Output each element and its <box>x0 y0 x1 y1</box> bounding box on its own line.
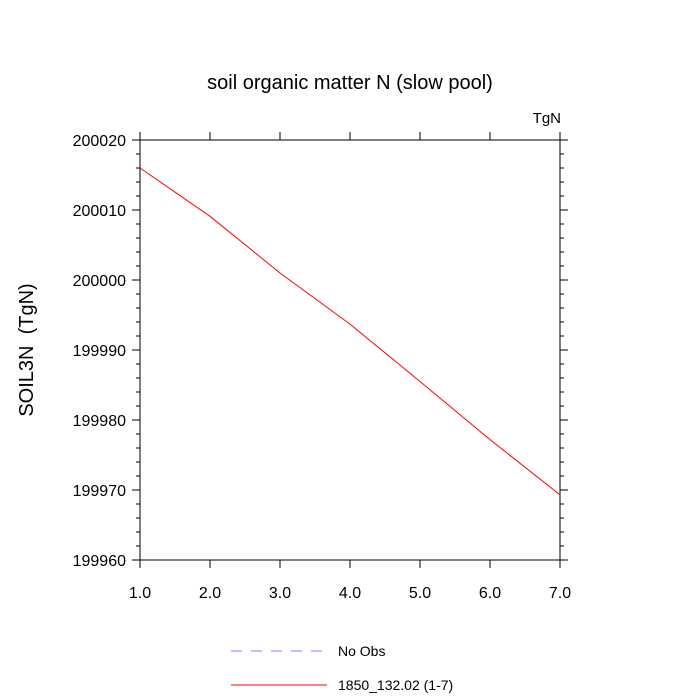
y-tick-label: 200010 <box>73 203 126 220</box>
units-label: TgN <box>533 110 561 127</box>
y-tick-label: 200020 <box>73 133 126 150</box>
legend: No Obs 1850_132.02 (1-7) <box>231 643 453 693</box>
tick-labels: 1.0 2.0 3.0 4.0 5.0 6.0 7.0 199960 199970 199980 1… <box>73 133 572 602</box>
data-series <box>139 167 561 496</box>
x-tick-label: 5.0 <box>409 585 431 602</box>
y-tick-label: 199990 <box>73 343 126 360</box>
y-axis-label: SOIL3N (TgN) <box>16 283 38 416</box>
y-tick-label: 199960 <box>73 553 126 570</box>
plot-frame <box>139 139 561 561</box>
x-tick-label: 6.0 <box>479 585 501 602</box>
x-tick-label: 4.0 <box>339 585 361 602</box>
y-tick-label: 200000 <box>73 273 126 290</box>
series-line <box>139 167 561 496</box>
y-tick-label: 199980 <box>73 413 126 430</box>
x-tick-label: 3.0 <box>269 585 291 602</box>
x-tick-label: 7.0 <box>549 585 571 602</box>
chart-title: soil organic matter N (slow pool) <box>207 72 493 94</box>
x-tick-label: 1.0 <box>129 585 151 602</box>
y-tick-label: 199970 <box>73 483 126 500</box>
legend-label: 1850_132.02 (1-7) <box>338 677 453 693</box>
x-tick-label: 2.0 <box>199 585 221 602</box>
legend-label: No Obs <box>338 643 385 659</box>
plot-axes <box>132 132 568 568</box>
